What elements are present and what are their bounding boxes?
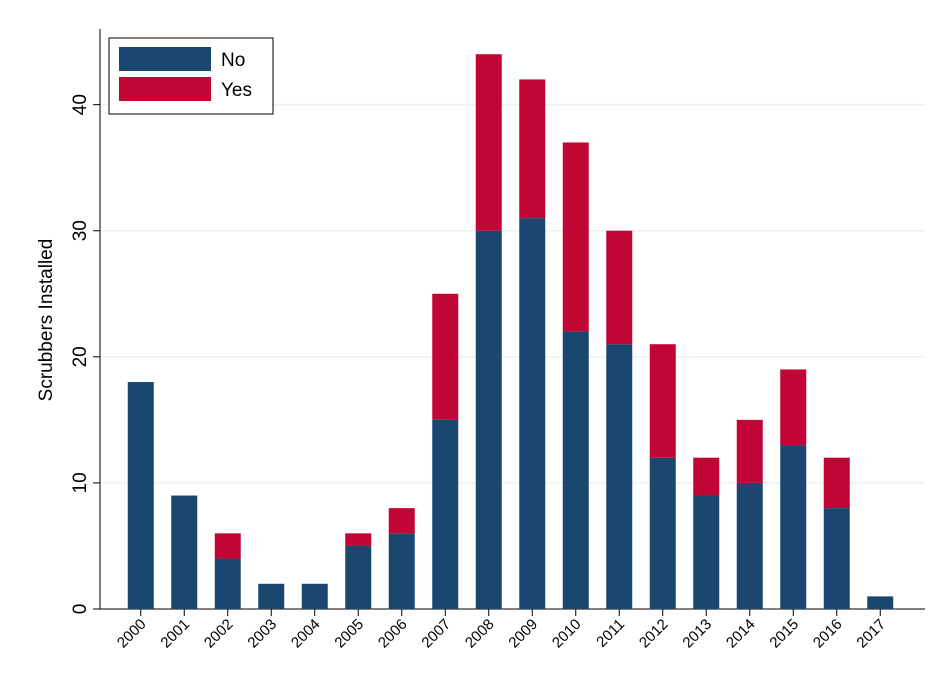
x-tick-label: 2015 — [766, 616, 802, 652]
bar-segment — [519, 79, 546, 219]
bar-segment — [736, 419, 763, 483]
bar-segment — [562, 331, 589, 609]
x-tick-label: 2014 — [723, 616, 759, 652]
x-tick-label: 2013 — [679, 616, 715, 652]
x-tick-label: 2010 — [549, 616, 585, 652]
x-tick-label: 2004 — [288, 616, 324, 652]
bar-segment — [432, 419, 459, 609]
x-tick-label: 2009 — [505, 616, 541, 652]
x-tick-label: 2011 — [593, 616, 628, 651]
bar-segment — [432, 293, 459, 420]
x-tick-label: 2005 — [331, 616, 367, 652]
legend-swatch — [119, 77, 211, 101]
bar-segment — [214, 558, 241, 609]
x-tick-label: 2012 — [636, 616, 672, 652]
bar-segment — [171, 495, 198, 609]
x-tick-label: 2003 — [244, 616, 280, 652]
x-tick-label: 2006 — [375, 616, 411, 652]
x-tick-label: 2002 — [201, 616, 237, 652]
bar-segment — [345, 545, 372, 609]
bar-segment — [475, 54, 502, 231]
bar-segment — [127, 382, 154, 609]
bar-segment — [475, 230, 502, 609]
bar-segment — [388, 533, 415, 609]
y-tick-label: 10 — [70, 472, 91, 493]
y-tick-label: 40 — [70, 94, 91, 115]
bar-segment — [693, 495, 720, 609]
bar-segment — [388, 508, 415, 534]
bar-segment — [823, 457, 850, 509]
bar-segment — [693, 457, 720, 496]
bar-segment — [214, 533, 241, 559]
bar-segment — [519, 218, 546, 609]
y-tick-label: 0 — [70, 604, 91, 615]
y-axis-label: Scrubbers Installed — [36, 239, 57, 402]
x-tick-label: 2007 — [418, 616, 454, 652]
bar-segment — [780, 369, 807, 446]
x-tick-label: 2001 — [157, 616, 193, 652]
x-tick-label: 2016 — [810, 616, 846, 652]
y-tick-label: 30 — [70, 220, 91, 241]
bar-segment — [562, 142, 589, 332]
legend-label: No — [221, 50, 245, 71]
bar-segment — [867, 596, 894, 609]
x-tick-label: 2000 — [114, 616, 150, 652]
bar-segment — [258, 583, 285, 609]
x-tick-label: 2017 — [853, 616, 889, 652]
bar-segment — [649, 344, 676, 458]
x-tick-label: 2008 — [462, 616, 498, 652]
legend-swatch — [119, 47, 211, 71]
y-tick-label: 20 — [70, 346, 91, 367]
bar-segment — [823, 508, 850, 609]
bar-segment — [301, 583, 328, 609]
bar-segment — [780, 445, 807, 609]
bar-segment — [649, 457, 676, 609]
bar-segment — [606, 344, 633, 609]
bar-segment — [606, 230, 633, 345]
bar-segment — [345, 533, 372, 546]
legend-label: Yes — [221, 80, 252, 101]
bar-segment — [736, 482, 763, 609]
